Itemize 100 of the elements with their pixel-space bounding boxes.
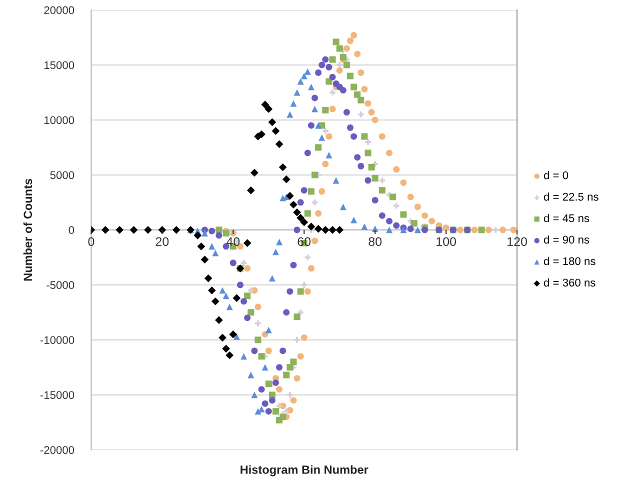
- point: [202, 230, 208, 236]
- point: [194, 231, 202, 240]
- point: [329, 74, 336, 80]
- y-tick-label: 5000: [50, 171, 74, 180]
- point: [240, 260, 247, 266]
- point: [276, 402, 282, 409]
- point: [290, 358, 297, 366]
- point: [197, 242, 206, 250]
- point: [393, 222, 400, 229]
- x-axis-title: Histogram Bin Number: [240, 465, 368, 476]
- point: [368, 164, 375, 170]
- x-tick-label: 20: [156, 237, 169, 246]
- point: [315, 210, 322, 217]
- point: [414, 226, 421, 234]
- point: [251, 348, 258, 354]
- point: [222, 292, 230, 300]
- point: [233, 333, 240, 340]
- point: [332, 38, 340, 46]
- point: [280, 348, 286, 354]
- point: [236, 282, 244, 288]
- point: [248, 372, 254, 378]
- point: [254, 304, 262, 310]
- point: [364, 150, 372, 156]
- point: [326, 133, 332, 140]
- point: [350, 133, 358, 140]
- point: [315, 69, 322, 76]
- point: [378, 187, 386, 194]
- point: [318, 62, 326, 68]
- point: [282, 175, 290, 184]
- point: [510, 226, 517, 234]
- point: [321, 226, 330, 234]
- point: [368, 109, 375, 116]
- point: [265, 408, 272, 415]
- point: [283, 372, 290, 378]
- point: [329, 106, 336, 112]
- point: [336, 226, 344, 234]
- point: [407, 226, 414, 232]
- point: [268, 397, 276, 404]
- point: [422, 212, 428, 219]
- point: [350, 32, 358, 39]
- x-tick-label: 100: [436, 237, 456, 246]
- point: [346, 38, 354, 44]
- point: [346, 124, 354, 131]
- point: [393, 166, 400, 173]
- point: [350, 84, 358, 90]
- point: [308, 265, 314, 272]
- point: [296, 214, 304, 222]
- point: [208, 243, 216, 250]
- point: [318, 188, 326, 195]
- point: [222, 344, 230, 353]
- legend-label: d = 22.5 ns: [544, 192, 598, 201]
- point: [248, 287, 254, 294]
- point: [264, 105, 273, 113]
- point: [276, 364, 283, 371]
- point: [240, 298, 248, 305]
- point: [286, 111, 294, 118]
- point: [328, 226, 336, 234]
- point: [272, 127, 280, 135]
- point: [372, 174, 378, 182]
- point: [258, 353, 265, 360]
- point: [361, 223, 368, 230]
- point: [358, 96, 364, 104]
- point: [336, 62, 343, 68]
- point: [265, 348, 272, 354]
- point: [286, 364, 294, 371]
- point: [250, 168, 258, 177]
- point: [261, 100, 270, 108]
- point: [428, 218, 436, 224]
- point: [215, 316, 223, 324]
- x-tick-label: 120: [508, 237, 527, 246]
- y-tick-label: 0: [68, 226, 74, 234]
- point: [265, 380, 272, 388]
- point: [297, 199, 304, 206]
- point: [312, 106, 318, 112]
- point: [358, 112, 364, 118]
- point: [212, 250, 219, 256]
- point: [232, 294, 241, 302]
- point: [400, 211, 407, 218]
- point: [364, 177, 372, 184]
- point: [386, 226, 393, 234]
- point: [255, 320, 261, 326]
- point: [243, 239, 252, 248]
- point: [386, 150, 393, 156]
- point: [300, 218, 308, 226]
- point: [272, 248, 279, 256]
- legend-label: d = 45 ns: [544, 214, 590, 222]
- point: [297, 353, 304, 360]
- point: [204, 274, 212, 282]
- point: [268, 275, 276, 282]
- point: [286, 288, 294, 295]
- point: [244, 292, 251, 300]
- point: [229, 330, 238, 338]
- point: [378, 133, 386, 140]
- y-tick-label: -20000: [40, 446, 74, 454]
- x-tick-label: 80: [368, 237, 382, 246]
- point: [312, 172, 318, 178]
- point: [219, 287, 226, 294]
- point: [262, 331, 268, 338]
- point: [294, 89, 300, 96]
- legend-label: d = 0: [544, 171, 568, 180]
